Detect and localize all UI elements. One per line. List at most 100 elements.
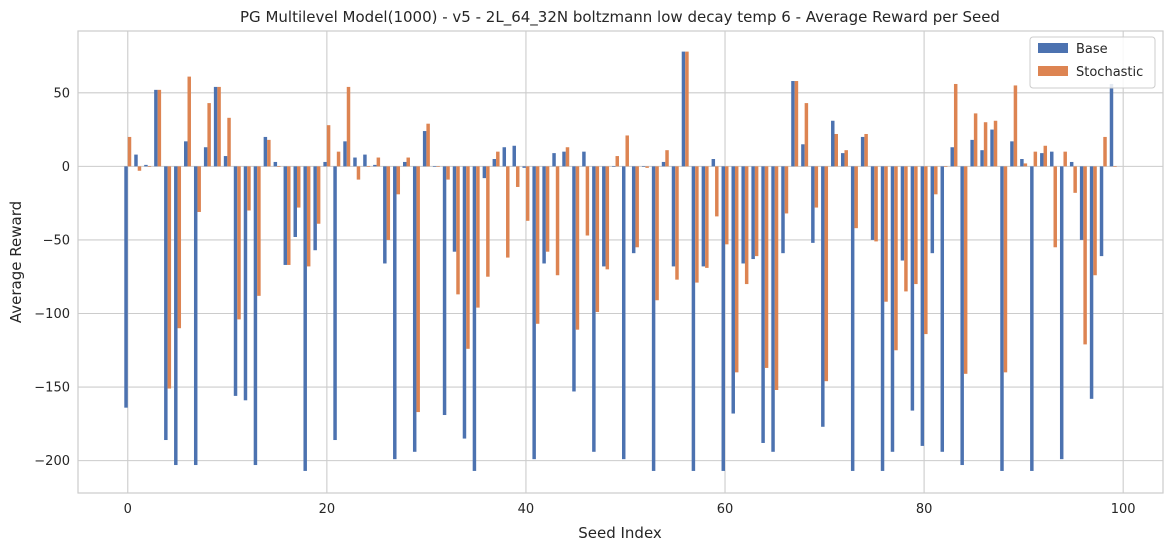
bar-stochastic-56 [685, 51, 689, 167]
bar-base-22 [343, 141, 347, 167]
bar-stochastic-97 [1093, 166, 1097, 276]
bar-stochastic-22 [346, 86, 351, 167]
bar-base-36 [482, 166, 487, 179]
bar-base-50 [621, 166, 626, 460]
bar-base-15 [273, 161, 278, 167]
bar-base-61 [731, 166, 735, 414]
bar-stochastic-83 [953, 83, 958, 167]
bar-base-31 [432, 166, 437, 167]
bar-stochastic-16 [287, 166, 291, 265]
bar-base-6 [184, 141, 188, 167]
bar-stochastic-38 [506, 166, 510, 258]
bar-base-53 [651, 166, 656, 471]
y-tick-label: −150 [34, 381, 70, 396]
bar-base-88 [1000, 166, 1004, 471]
bar-stochastic-76 [884, 166, 888, 302]
bar-base-8 [203, 147, 208, 167]
bar-base-7 [193, 166, 198, 466]
bar-stochastic-96 [1083, 166, 1087, 345]
bar-base-10 [223, 156, 228, 167]
bar-base-32 [442, 166, 447, 416]
bar-stochastic-41 [535, 166, 540, 324]
bar-stochastic-94 [1063, 151, 1067, 167]
bar-stochastic-98 [1103, 136, 1107, 167]
legend-swatch-stochastic [1038, 66, 1068, 76]
bar-stochastic-62 [744, 166, 749, 285]
bar-stochastic-5 [177, 166, 182, 329]
bar-stochastic-1 [137, 166, 142, 171]
bar-base-47 [592, 166, 596, 452]
bar-base-56 [681, 51, 686, 167]
bar-base-44 [562, 151, 566, 167]
bar-base-9 [213, 86, 218, 167]
bar-base-85 [970, 139, 974, 167]
legend-label-base: Base [1076, 42, 1108, 57]
bar-stochastic-35 [476, 166, 480, 308]
bar-stochastic-12 [247, 166, 251, 211]
bar-stochastic-89 [1013, 85, 1018, 167]
bar-base-42 [542, 166, 546, 264]
bar-base-62 [741, 166, 745, 264]
bar-stochastic-45 [575, 166, 580, 330]
bar-base-12 [243, 166, 248, 401]
bar-base-37 [492, 159, 497, 167]
bar-stochastic-26 [386, 166, 391, 240]
bar-base-89 [1010, 141, 1014, 167]
bar-stochastic-3 [157, 89, 162, 167]
bar-base-30 [422, 131, 427, 167]
bar-base-77 [890, 166, 895, 452]
bar-stochastic-79 [914, 166, 918, 285]
bar-base-43 [552, 153, 556, 167]
bar-stochastic-64 [764, 166, 769, 368]
bar-base-65 [771, 166, 775, 452]
bar-base-69 [811, 166, 815, 243]
bar-base-83 [950, 147, 954, 167]
bar-base-67 [791, 81, 795, 167]
bar-stochastic-51 [635, 166, 639, 248]
bar-base-4 [164, 166, 168, 441]
bar-base-99 [1109, 83, 1114, 167]
bar-stochastic-9 [217, 86, 221, 167]
bar-base-84 [960, 166, 964, 466]
bar-base-94 [1059, 166, 1064, 460]
bar-stochastic-82 [944, 166, 948, 167]
bar-stochastic-46 [585, 166, 590, 236]
bar-base-20 [323, 161, 327, 167]
bar-base-57 [691, 166, 696, 471]
bar-stochastic-86 [983, 122, 988, 167]
bar-stochastic-14 [267, 139, 271, 167]
bar-stochastic-36 [486, 166, 490, 277]
bar-base-78 [900, 166, 905, 261]
bar-base-18 [303, 166, 307, 471]
bar-base-0 [124, 166, 128, 408]
bar-base-59 [711, 159, 716, 167]
bar-stochastic-80 [924, 166, 928, 335]
bar-base-97 [1089, 166, 1094, 399]
bar-base-51 [631, 166, 636, 254]
bar-base-23 [353, 157, 357, 167]
bar-stochastic-25 [376, 157, 381, 167]
bar-stochastic-77 [894, 166, 898, 351]
x-tick-label: 100 [1111, 502, 1136, 517]
plot-frame [77, 30, 1164, 494]
bar-base-91 [1030, 166, 1034, 471]
bar-stochastic-66 [784, 166, 789, 214]
bar-stochastic-2 [147, 166, 152, 167]
y-tick-label: 50 [53, 86, 70, 101]
bar-base-96 [1079, 166, 1084, 240]
bar-stochastic-54 [665, 150, 669, 167]
x-tick-label: 40 [518, 502, 535, 517]
bar-stochastic-10 [227, 117, 231, 167]
bar-base-81 [930, 166, 935, 254]
bar-base-82 [940, 166, 945, 452]
bar-stochastic-21 [336, 151, 341, 167]
bar-base-28 [403, 161, 407, 167]
bar-stochastic-88 [1003, 166, 1008, 373]
bar-stochastic-73 [854, 166, 858, 229]
x-axis-title: Seed Index [578, 524, 662, 542]
bar-stochastic-93 [1053, 166, 1057, 248]
y-tick-label: −50 [43, 233, 70, 248]
x-tick-label: 80 [916, 502, 933, 517]
bar-base-19 [313, 166, 317, 251]
bar-stochastic-39 [515, 166, 520, 187]
